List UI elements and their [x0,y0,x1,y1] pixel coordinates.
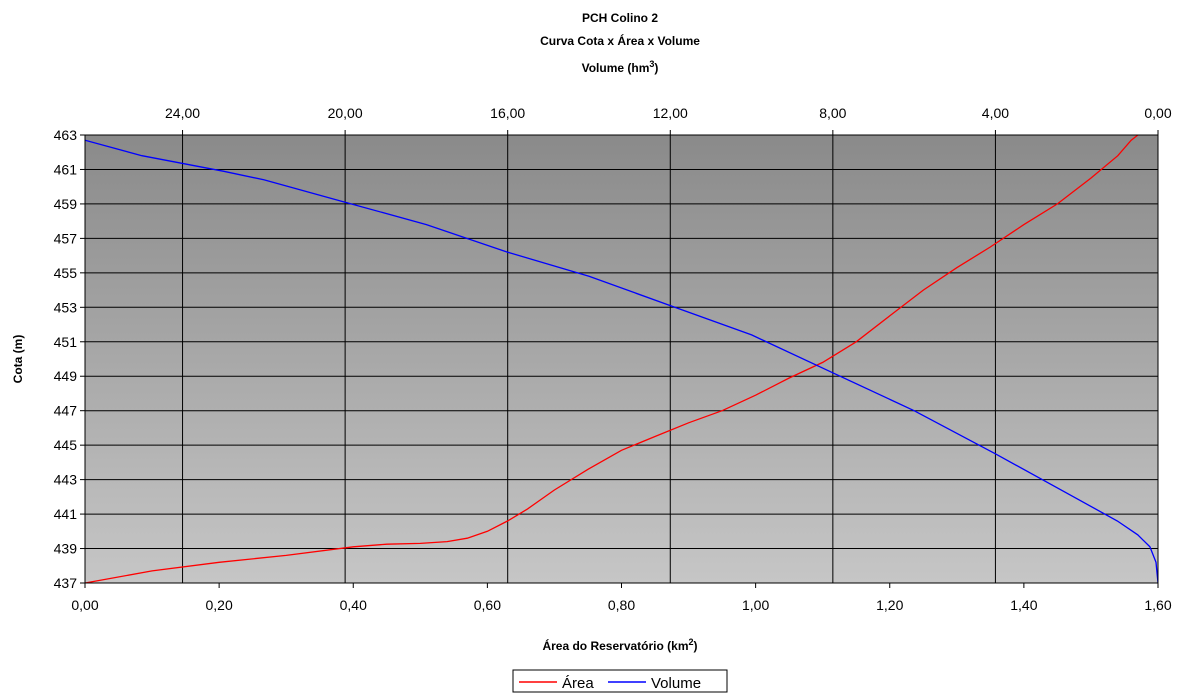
x-axis-title-sup: 2 [689,637,694,647]
legend-box [512,669,728,693]
top-tick-label: 20,00 [328,105,363,121]
y-axis-ticks: 463 461 459 457 455 453 451 449 447 445 443 441 439 4… [54,127,85,591]
x-axis-ticks: 0,00 0,20 0,40 0,60 0,80 1,00 1,20 1,40 1,60 [71,583,1172,613]
y-tick-label: 459 [54,196,78,212]
top-axis-title-sup: 3 [649,59,654,69]
top-axis-title-main: Volume (hm [582,61,650,75]
top-tick-label: 16,00 [490,105,525,121]
y-tick-label: 453 [54,299,78,315]
top-axis-title-end: ) [654,61,658,75]
y-tick-label: 449 [54,368,78,384]
x-tick-label: 0,80 [608,597,635,613]
top-axis-title: Volume (hm3) [582,59,659,75]
top-tick-label: 24,00 [165,105,200,121]
y-tick-label: 437 [54,575,78,591]
top-tick-label: 0,00 [1144,105,1171,121]
x-tick-label: 1,00 [742,597,769,613]
x-tick-label: 0,00 [71,597,98,613]
chart-title: PCH Colino 2 [582,11,658,25]
chart-subtitle: Curva Cota x Área x Volume [540,33,700,48]
y-tick-label: 455 [54,265,78,281]
y-tick-label: 461 [54,161,78,177]
x-axis-title-end: ) [694,639,698,653]
y-axis-title: Cota (m) [11,335,25,384]
top-tick-label: 12,00 [653,105,688,121]
top-tick-label: 4,00 [982,105,1009,121]
y-tick-label: 451 [54,334,78,350]
x-tick-label: 1,20 [876,597,903,613]
x-tick-label: 1,60 [1144,597,1171,613]
x-axis-title: Área do Reservatório (km2) [542,637,697,653]
x-tick-label: 0,20 [206,597,233,613]
y-tick-label: 463 [54,127,78,143]
volume-series-line [85,139,1158,583]
legend-area-label: Área [562,675,594,692]
plot-area [85,135,1158,583]
y-tick-label: 447 [54,403,78,419]
x-tick-label: 1,40 [1010,597,1037,613]
x-axis-title-main: Área do Reservatório (km [542,638,688,653]
y-tick-label: 443 [54,472,78,488]
legend-volume-label: Volume [651,675,701,692]
y-tick-label: 441 [54,506,78,522]
x-tick-label: 0,60 [474,597,501,613]
y-tick-label: 457 [54,230,78,246]
top-axis-ticks: 24,00 20,00 16,00 12,00 8,00 4,00 0,00 [165,105,1172,135]
y-tick-label: 445 [54,437,78,453]
y-tick-label: 439 [54,541,78,557]
top-tick-label: 8,00 [819,105,846,121]
area-series-line [85,135,1139,583]
legend: Área Volume [512,669,728,693]
x-tick-label: 0,40 [340,597,367,613]
